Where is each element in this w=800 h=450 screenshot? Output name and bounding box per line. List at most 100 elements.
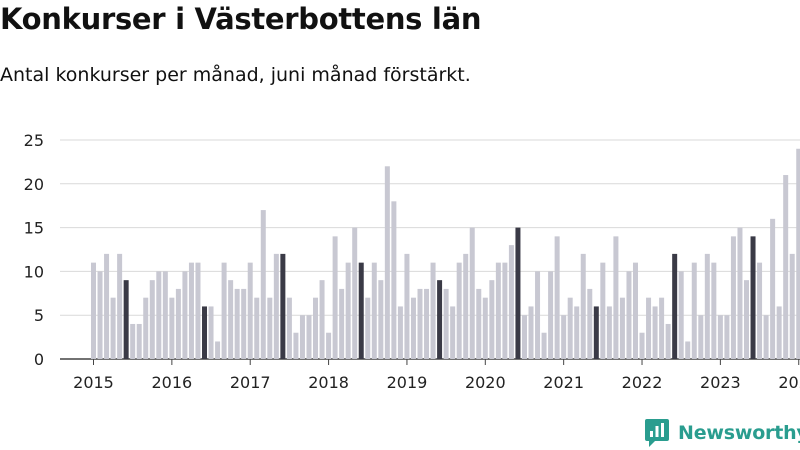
bar bbox=[293, 332, 299, 359]
bar bbox=[391, 201, 397, 359]
bar bbox=[332, 236, 338, 359]
bar bbox=[639, 332, 645, 359]
bar bbox=[613, 236, 619, 359]
bar bbox=[254, 297, 260, 359]
bar bbox=[482, 297, 488, 359]
bar bbox=[495, 262, 501, 359]
bar bbox=[652, 306, 658, 359]
bar-june bbox=[123, 280, 129, 359]
x-tick-label: 2022 bbox=[622, 373, 663, 392]
bar bbox=[162, 271, 168, 359]
bar bbox=[632, 262, 638, 359]
bar bbox=[443, 288, 449, 359]
bar bbox=[299, 315, 305, 359]
bar bbox=[554, 236, 560, 359]
x-tick-label: 2018 bbox=[308, 373, 349, 392]
bar bbox=[319, 280, 325, 359]
bar bbox=[410, 297, 416, 359]
bar bbox=[260, 210, 266, 359]
bar bbox=[744, 280, 749, 359]
bar bbox=[541, 332, 547, 359]
y-tick-label: 15 bbox=[24, 219, 44, 238]
bar bbox=[188, 262, 194, 359]
bar bbox=[97, 271, 103, 359]
bar bbox=[730, 236, 736, 359]
y-tick-label: 5 bbox=[34, 306, 44, 325]
bar bbox=[691, 262, 697, 359]
bar bbox=[757, 262, 763, 359]
bar-june bbox=[593, 306, 599, 359]
bar bbox=[796, 148, 800, 359]
bar bbox=[430, 262, 436, 359]
bar bbox=[489, 280, 495, 359]
bar bbox=[365, 297, 371, 359]
bar bbox=[450, 306, 456, 359]
bar bbox=[228, 280, 234, 359]
bar bbox=[117, 253, 123, 359]
bar bbox=[326, 332, 332, 359]
bar bbox=[143, 297, 149, 359]
bar bbox=[763, 315, 769, 359]
y-tick-label: 20 bbox=[24, 175, 44, 194]
x-tick-label: 2021 bbox=[543, 373, 584, 392]
bar bbox=[678, 271, 684, 359]
bar bbox=[463, 253, 469, 359]
bar bbox=[149, 280, 155, 359]
bar bbox=[221, 262, 227, 359]
bar bbox=[776, 306, 782, 359]
bar bbox=[659, 297, 665, 359]
bar bbox=[502, 262, 508, 359]
bar bbox=[574, 306, 580, 359]
bar bbox=[208, 306, 214, 359]
x-tick-label: 2015 bbox=[73, 373, 114, 392]
bar bbox=[469, 227, 475, 359]
bar bbox=[313, 297, 319, 359]
chart-subtitle: Antal konkurser per månad, juni månad fö… bbox=[0, 64, 471, 86]
y-tick-label: 0 bbox=[34, 350, 44, 369]
bar bbox=[273, 253, 279, 359]
bar bbox=[241, 288, 247, 359]
bar-june bbox=[515, 227, 521, 359]
bar bbox=[371, 262, 377, 359]
bar bbox=[247, 262, 253, 359]
bar bbox=[606, 306, 612, 359]
bar bbox=[646, 297, 652, 359]
bar bbox=[737, 227, 743, 359]
bar bbox=[91, 262, 96, 359]
bar bbox=[345, 262, 351, 359]
x-tick-label: 2017 bbox=[230, 373, 271, 392]
bar bbox=[685, 341, 691, 359]
bar bbox=[456, 262, 462, 359]
bar bbox=[665, 323, 671, 359]
bar bbox=[136, 323, 142, 359]
bar bbox=[339, 288, 345, 359]
bar bbox=[521, 315, 527, 359]
bar bbox=[175, 288, 181, 359]
bar bbox=[378, 280, 384, 359]
bar bbox=[528, 306, 534, 359]
bar bbox=[626, 271, 632, 359]
x-tick-label: 2020 bbox=[465, 373, 506, 392]
bar bbox=[215, 341, 221, 359]
bar-june bbox=[750, 236, 756, 359]
bar-june bbox=[358, 262, 364, 359]
bar-june bbox=[437, 280, 443, 359]
x-tick-label: 2023 bbox=[700, 373, 741, 392]
bar bbox=[619, 297, 625, 359]
y-tick-label: 25 bbox=[24, 131, 44, 150]
bar bbox=[306, 315, 312, 359]
newsworthy-logo: Newsworthy bbox=[644, 418, 800, 448]
bar bbox=[783, 175, 789, 359]
bar bbox=[352, 227, 358, 359]
bar bbox=[130, 323, 136, 359]
bar bbox=[195, 262, 201, 359]
brand-name: Newsworthy bbox=[678, 422, 800, 444]
bar bbox=[476, 288, 482, 359]
x-tick-label: 2019 bbox=[387, 373, 428, 392]
bar bbox=[548, 271, 554, 359]
bar-june bbox=[280, 253, 286, 359]
bar bbox=[397, 306, 403, 359]
bar bbox=[561, 315, 567, 359]
bar bbox=[567, 297, 573, 359]
